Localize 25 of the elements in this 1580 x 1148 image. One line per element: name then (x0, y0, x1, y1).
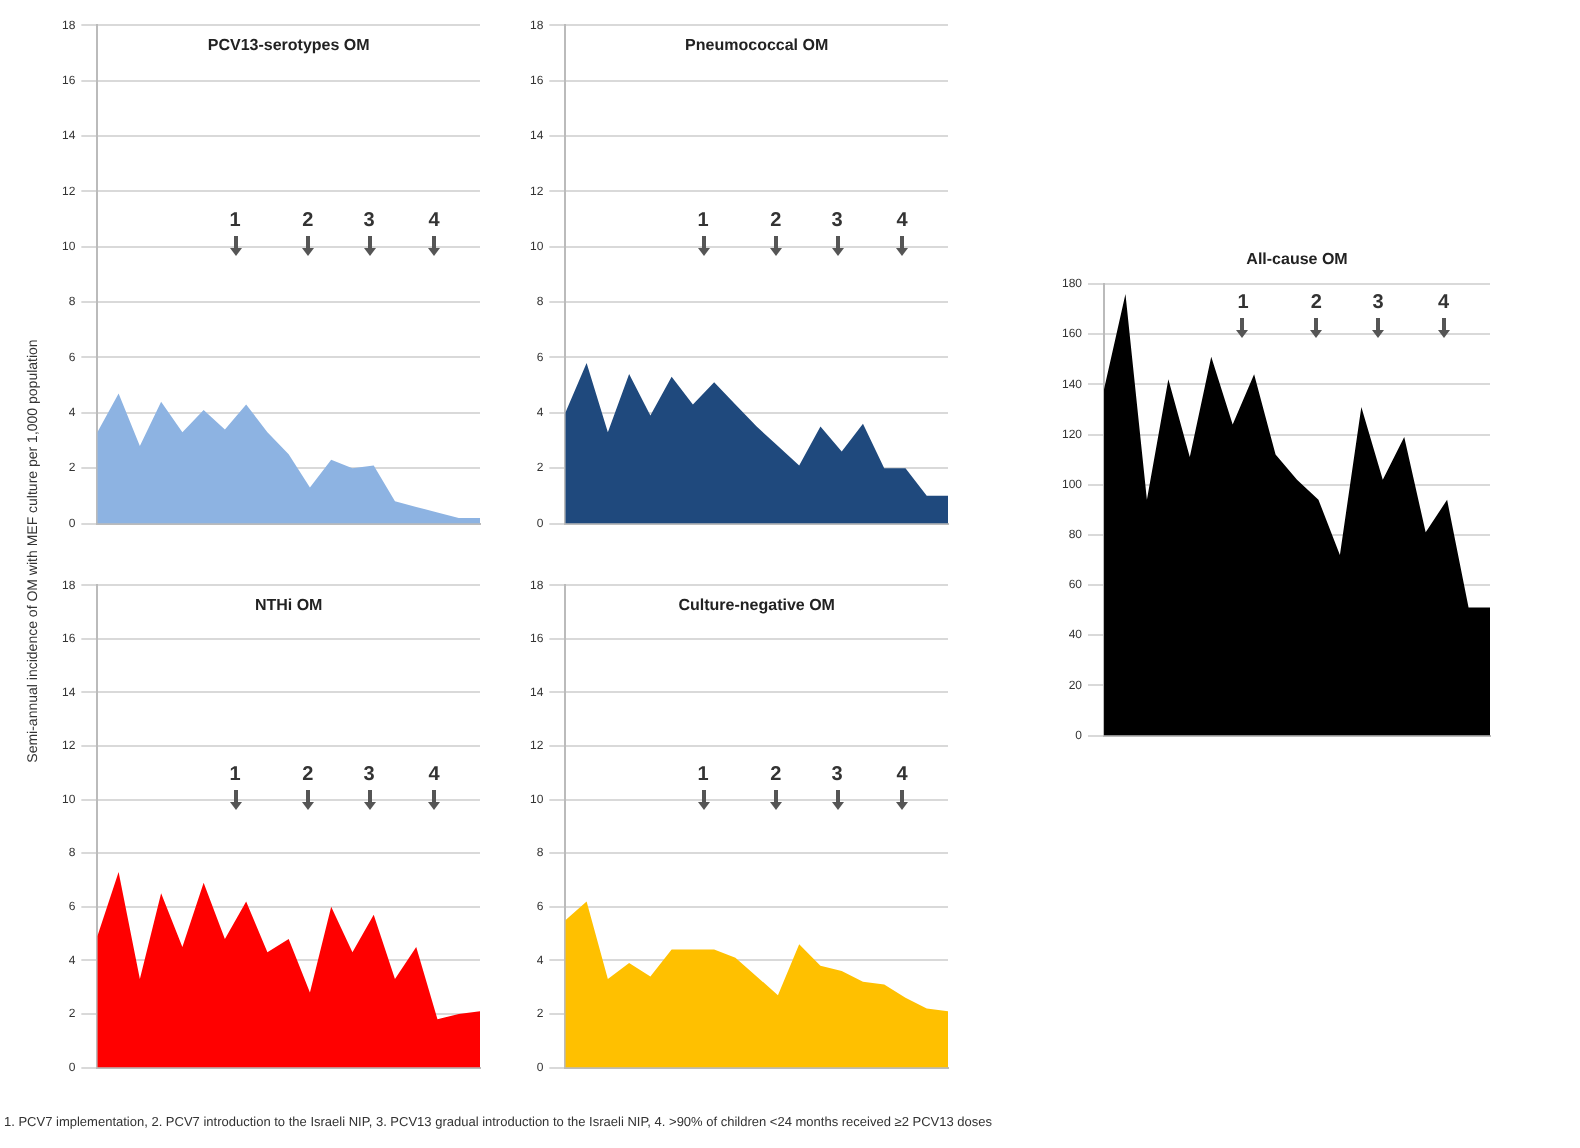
annotation: 3 (1372, 291, 1384, 314)
text: Pneumococcal OM (685, 35, 829, 54)
annotation: 2 (302, 763, 314, 786)
annotation: 1 (697, 763, 709, 786)
annotation: 3 (831, 210, 843, 233)
annotation: 3 (363, 210, 375, 233)
annotation: 3 (363, 763, 375, 786)
chart-title: All-cause OM (1246, 250, 1349, 269)
annotation: 2 (1310, 291, 1322, 314)
annotation: 2 (770, 763, 782, 786)
annotation: 3 (831, 763, 843, 786)
text: PCV13-serotypes OM (207, 35, 371, 54)
annotation: 4 (1438, 291, 1450, 314)
annotation: 4 (896, 763, 908, 786)
annotation: 1 (229, 210, 241, 233)
text: Culture-negative OM (678, 595, 836, 614)
annotation: 1 (229, 763, 241, 786)
text: NTHi OM (254, 595, 324, 614)
annotation: 1 (697, 210, 709, 233)
annotation: 2 (302, 210, 314, 233)
annotation: 1 (1237, 291, 1249, 314)
annotation: 4 (896, 210, 908, 233)
annotation: 4 (428, 763, 440, 786)
annotation: 2 (770, 210, 782, 233)
annotation: 4 (428, 210, 440, 233)
